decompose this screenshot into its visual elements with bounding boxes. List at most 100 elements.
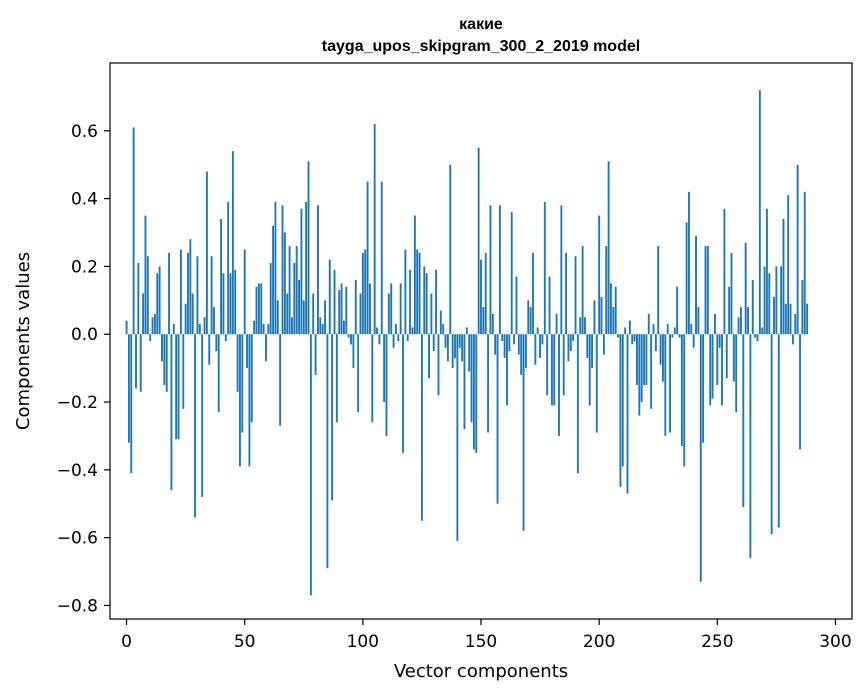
bar-26 (187, 252, 189, 335)
bar-143 (463, 334, 466, 430)
bar-272 (768, 273, 771, 335)
bar-155 (491, 313, 494, 335)
bar-9 (146, 256, 149, 335)
bar-198 (593, 300, 596, 335)
bar-138 (451, 334, 454, 369)
bar-135 (444, 334, 447, 348)
bar-156 (494, 334, 497, 355)
bar-244 (702, 334, 705, 443)
bar-44 (229, 273, 232, 335)
x-tick-label: 50 (234, 632, 256, 652)
bar-52 (248, 334, 251, 467)
bar-62 (272, 225, 274, 335)
bar-122 (413, 215, 416, 335)
bar-185 (562, 334, 565, 396)
bar-95 (350, 334, 352, 345)
bar-11 (151, 317, 154, 335)
bar-209 (619, 334, 622, 487)
bar-174 (536, 327, 539, 335)
bar-197 (591, 334, 594, 369)
bar-220 (645, 334, 648, 386)
bar-137 (449, 164, 452, 335)
bar-59 (265, 334, 267, 362)
bar-228 (664, 334, 667, 436)
bar-219 (643, 334, 645, 386)
bar-190 (574, 256, 577, 335)
bar-46 (234, 269, 237, 335)
x-tick-label: 0 (121, 632, 132, 652)
bar-36 (210, 256, 213, 335)
y-tick-label: −0.6 (57, 529, 98, 549)
bar-23 (179, 249, 182, 335)
bar-117 (402, 334, 404, 453)
bar-66 (281, 205, 284, 335)
x-tick-label: 100 (347, 632, 379, 652)
bar-286 (801, 279, 804, 335)
bar-75 (302, 300, 305, 335)
bar-64 (276, 300, 279, 335)
bar-61 (269, 263, 272, 335)
bar-148 (475, 334, 478, 453)
bar-8 (144, 215, 147, 335)
bar-233 (676, 286, 679, 335)
bar-74 (300, 208, 303, 335)
bar-58 (262, 324, 265, 335)
bar-282 (791, 334, 794, 345)
bar-275 (775, 266, 778, 335)
bar-191 (576, 334, 579, 474)
bar-130 (432, 334, 435, 352)
bar-146 (470, 334, 473, 423)
bar-223 (652, 324, 655, 335)
y-tick-label: 0.6 (71, 122, 98, 142)
bar-287 (803, 191, 806, 335)
bar-236 (683, 334, 686, 467)
bar-41 (222, 273, 225, 335)
bar-24 (182, 334, 185, 409)
bar-88 (333, 269, 336, 335)
bar-276 (777, 334, 780, 528)
bar-180 (550, 334, 553, 406)
bar-204 (607, 161, 610, 335)
x-axis-label: Vector components (394, 661, 568, 682)
bar-150 (480, 259, 482, 335)
bar-101 (364, 249, 367, 335)
bar-43 (227, 202, 230, 335)
bar-210 (621, 334, 624, 467)
bar-132 (437, 334, 440, 396)
bar-141 (458, 334, 461, 348)
bar-72 (295, 246, 298, 335)
bar-165 (515, 276, 518, 335)
bar-39 (217, 334, 220, 413)
bar-196 (588, 334, 591, 406)
bar-281 (789, 303, 792, 335)
bar-238 (688, 191, 690, 335)
bar-163 (510, 212, 513, 335)
bar-92 (343, 320, 345, 335)
y-axis-label: Components values (13, 252, 34, 430)
x-tick-label: 250 (701, 632, 733, 652)
bar-86 (328, 259, 331, 335)
bar-123 (416, 249, 419, 335)
bar-89 (335, 334, 338, 423)
bar-173 (534, 334, 537, 365)
bar-271 (765, 208, 768, 335)
chart-title-line2: tayga_upos_skipgram_300_2_2019 model (322, 38, 640, 55)
bar-5 (137, 263, 140, 335)
bar-104 (371, 334, 374, 423)
bar-47 (236, 334, 239, 392)
bar-250 (716, 334, 719, 386)
bar-157 (496, 334, 499, 504)
bar-264 (749, 334, 752, 558)
bar-34 (205, 171, 208, 335)
bar-0 (125, 320, 128, 335)
bar-255 (728, 286, 731, 335)
bar-133 (439, 310, 442, 335)
bar-164 (513, 334, 516, 345)
bar-112 (390, 283, 393, 335)
bar-248 (711, 334, 714, 399)
bar-83 (321, 324, 324, 335)
bar-91 (340, 283, 343, 335)
y-tick-label: 0.0 (71, 325, 98, 345)
bar-87 (331, 334, 334, 501)
bar-283 (794, 313, 797, 335)
